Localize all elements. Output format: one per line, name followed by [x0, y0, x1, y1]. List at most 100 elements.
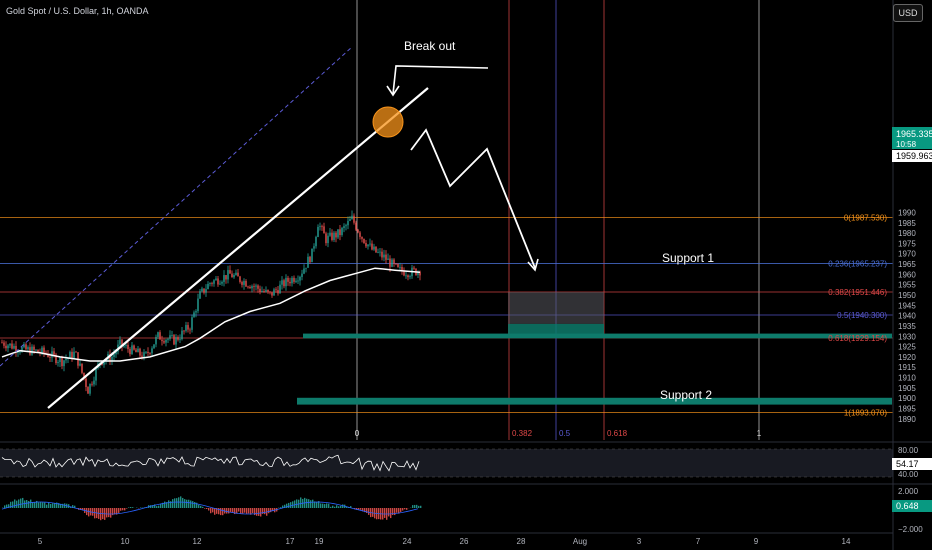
fib-level-label: 0.5(1940.300)	[837, 311, 887, 320]
macd-histogram-bar	[268, 508, 270, 514]
candle-body	[17, 351, 19, 353]
macd-histogram-bar	[26, 500, 28, 508]
time-axis-tick: 5	[38, 537, 43, 546]
candle-body	[343, 226, 345, 228]
macd-histogram-bar	[294, 500, 296, 508]
macd-histogram-bar	[326, 503, 328, 508]
candle-body	[91, 383, 93, 385]
macd-histogram-bar	[332, 505, 334, 508]
price-axis-tick: 1920	[898, 353, 916, 362]
candle-body	[159, 332, 161, 340]
candle-body	[35, 349, 37, 351]
candle-body	[111, 356, 113, 362]
candle-body	[103, 361, 105, 365]
time-axis-tick: 17	[286, 537, 295, 546]
macd-histogram-bar	[32, 502, 34, 508]
candle-body	[197, 298, 199, 312]
macd-histogram-bar	[240, 508, 242, 514]
candle-body	[327, 235, 329, 244]
candle-body	[391, 259, 393, 267]
currency-button[interactable]: USD	[893, 4, 923, 22]
candle-body	[231, 273, 233, 278]
candle-body	[347, 220, 349, 226]
macd-histogram-bar	[182, 497, 184, 508]
candle-body	[23, 344, 25, 348]
rsi-axis-tick: 40.00	[898, 470, 919, 479]
macd-histogram-bar	[366, 508, 368, 514]
macd-histogram-bar	[210, 508, 212, 514]
price-axis-tick: 1940	[898, 312, 916, 321]
price-axis-tick: 1960	[898, 270, 916, 279]
macd-histogram-bar	[350, 506, 352, 508]
candle-body	[291, 277, 293, 284]
candle-body	[73, 351, 75, 359]
price-axis-tick: 1910	[898, 374, 916, 383]
candle-body	[43, 347, 45, 353]
candle-body	[251, 286, 253, 289]
macd-histogram-bar	[128, 507, 130, 508]
candle-body	[271, 292, 273, 296]
candle-body	[157, 332, 159, 337]
candle-body	[81, 363, 83, 373]
projection-path	[410, 128, 536, 269]
candle-body	[185, 325, 187, 331]
candle-body	[45, 352, 47, 354]
macd-histogram-bar	[184, 499, 186, 508]
macd-histogram-bar	[328, 503, 330, 508]
candle-body	[201, 288, 203, 292]
macd-histogram-bar	[322, 503, 324, 508]
macd-histogram-bar	[50, 503, 52, 508]
price-axis-tick: 1895	[898, 405, 916, 414]
price-axis-tick: 1890	[898, 415, 916, 424]
macd-histogram-bar	[172, 499, 174, 508]
candle-body	[361, 236, 363, 239]
macd-histogram-bar	[228, 508, 230, 514]
macd-histogram-bar	[256, 508, 258, 516]
macd-histogram-bar	[72, 505, 74, 508]
candle-body	[33, 346, 35, 350]
time-axis-tick: 10	[121, 537, 130, 546]
candle-body	[181, 330, 183, 340]
price-axis-tick: 1925	[898, 343, 916, 352]
macd-histogram-bar	[16, 500, 18, 508]
macd-histogram-bar	[200, 505, 202, 508]
candle-body	[167, 338, 169, 340]
macd-histogram-bar	[372, 508, 374, 517]
candle-body	[21, 347, 23, 352]
time-axis-tick: 9	[754, 537, 759, 546]
fib-time-label: 0.618	[607, 429, 628, 438]
macd-histogram-bar	[56, 502, 58, 508]
macd-value-tag	[892, 500, 932, 512]
candle-body	[221, 281, 223, 284]
macd-histogram-bar	[140, 507, 142, 508]
rsi-axis-tick: 80.00	[898, 446, 919, 455]
candle-body	[241, 281, 243, 285]
candle-body	[151, 348, 153, 354]
candle-body	[7, 345, 9, 349]
candle-body	[123, 345, 125, 347]
macd-histogram-bar	[38, 502, 40, 508]
macd-histogram-bar	[86, 508, 88, 516]
macd-histogram-bar	[252, 508, 254, 514]
macd-histogram-bar	[270, 508, 272, 513]
macd-histogram-bar	[126, 508, 128, 509]
macd-histogram-bar	[120, 508, 122, 511]
candle-body	[163, 341, 165, 343]
candle-body	[357, 229, 359, 233]
candle-body	[75, 351, 77, 353]
candle-body	[41, 347, 43, 353]
macd-histogram-bar	[406, 508, 408, 510]
candle-body	[125, 344, 127, 346]
macd-histogram-bar	[264, 508, 266, 515]
candle-body	[337, 229, 339, 238]
price-axis-tick: 1930	[898, 332, 916, 341]
macd-histogram-bar	[272, 508, 274, 512]
candle-body	[297, 280, 299, 282]
candle-body	[95, 368, 97, 381]
chart-title: Gold Spot / U.S. Dollar, 1h, OANDA	[6, 6, 149, 16]
macd-histogram-bar	[384, 508, 386, 518]
candle-body	[115, 351, 117, 355]
macd-histogram-bar	[196, 502, 198, 508]
macd-histogram-bar	[36, 500, 38, 508]
